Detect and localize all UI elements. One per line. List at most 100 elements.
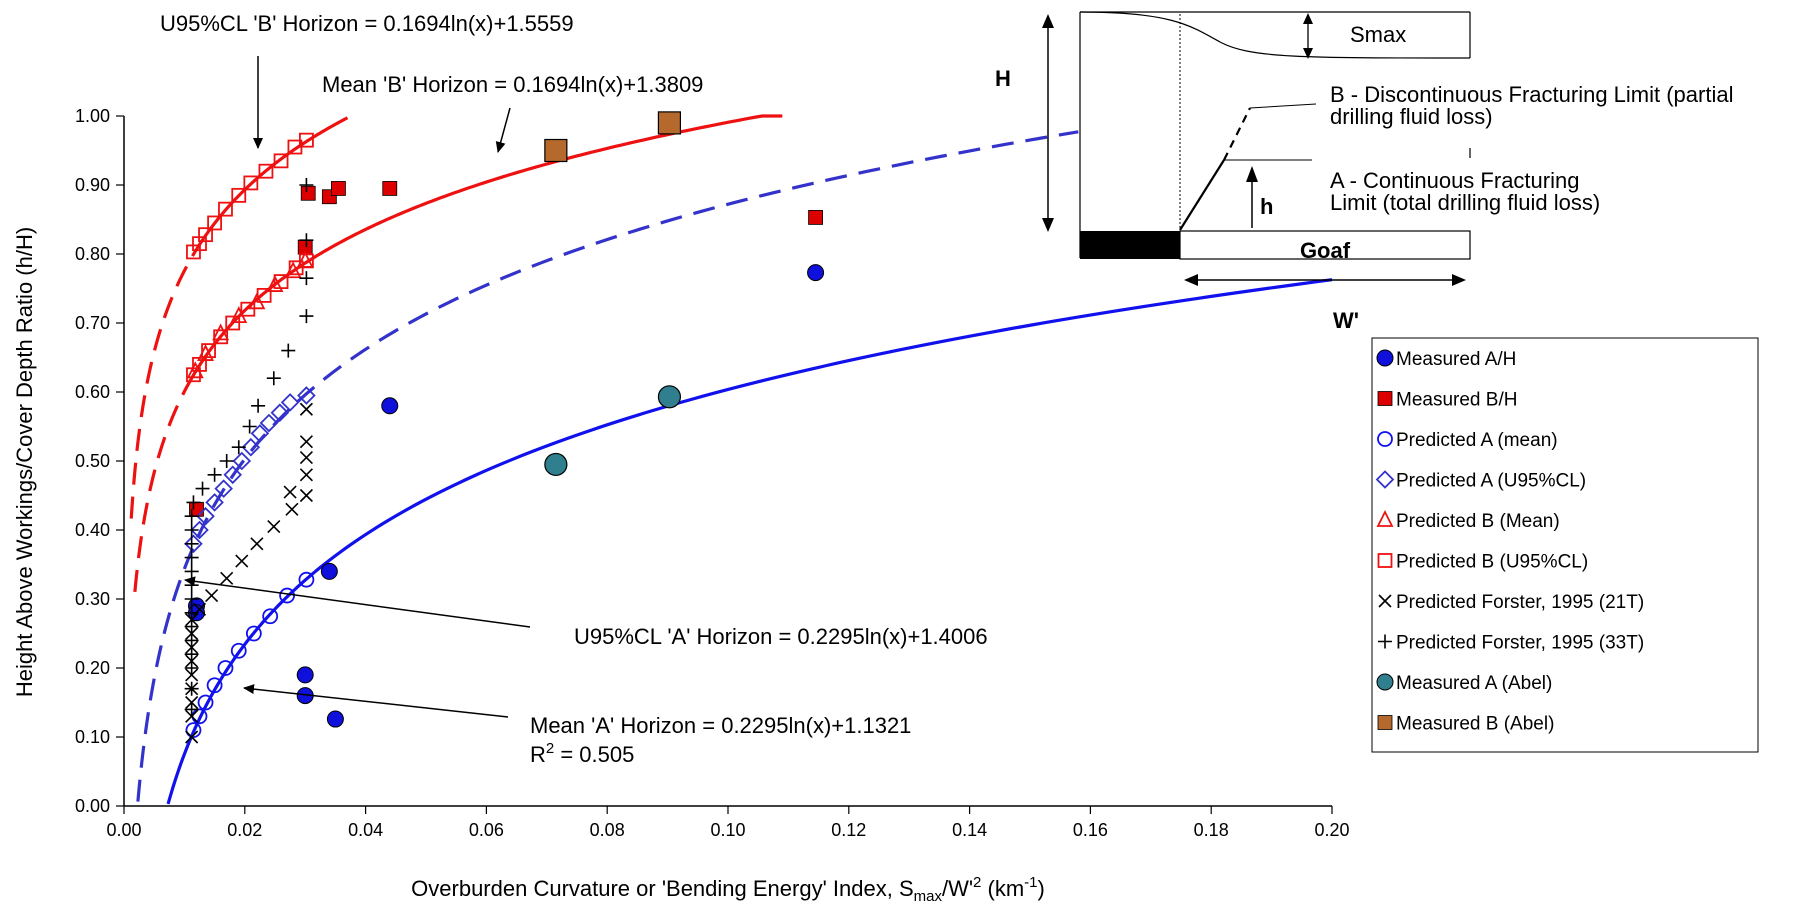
diagram-subsidence-profile xyxy=(1079,11,1471,59)
data-point xyxy=(212,323,230,341)
legend-label: Predicted B (Mean) xyxy=(1396,511,1560,532)
data-point xyxy=(196,506,215,526)
legend-marker xyxy=(1377,715,1393,730)
legend: Measured A/H Measured B/H Predicted A (mea… xyxy=(1371,337,1759,753)
y-tick-label: 0.30 xyxy=(75,589,110,609)
trend-curve-dashed xyxy=(129,248,198,519)
data-point xyxy=(232,451,252,471)
trend-curve-dashed xyxy=(133,379,192,593)
legend-label: Predicted Forster, 1995 (21T) xyxy=(1396,592,1644,613)
diagram-h-label: h xyxy=(1260,194,1273,219)
trend-curve xyxy=(166,278,1333,805)
legend-label: Measured A (Abel) xyxy=(1396,673,1552,694)
x-tick-label: 0.00 xyxy=(106,820,141,840)
data-point xyxy=(184,681,199,696)
x-tick-label: 0.14 xyxy=(952,820,987,840)
data-point xyxy=(320,562,338,580)
x-ticks: 0.00 0.02 0.04 0.06 0.08 0.10 0.12 0.14 0.16 0.18… xyxy=(106,806,1350,840)
data-point xyxy=(299,271,314,286)
data-point xyxy=(184,647,199,662)
data-point xyxy=(243,175,259,191)
data-point xyxy=(241,437,261,457)
data-point xyxy=(184,633,199,648)
data-point xyxy=(280,393,300,412)
data-point xyxy=(297,386,316,405)
data-point xyxy=(217,660,234,676)
annotations: U95%CL 'B' Horizon = 0.1694ln(x)+1.5559 … xyxy=(160,11,988,767)
data-point xyxy=(184,536,199,551)
y-tick-label: 0.10 xyxy=(75,727,110,747)
data-point xyxy=(205,588,219,603)
data-point xyxy=(184,661,199,675)
data-point xyxy=(259,413,279,433)
data-point xyxy=(184,534,203,554)
data-point xyxy=(381,397,399,415)
data-point xyxy=(184,550,199,565)
annotation-mean-b: Mean 'B' Horizon = 0.1694ln(x)+1.3809 xyxy=(322,72,703,97)
legend-marker xyxy=(1376,673,1394,691)
data-point xyxy=(273,153,289,169)
diagram-smax-arrowhead-top xyxy=(1303,13,1313,24)
data-point xyxy=(256,287,272,303)
diagram-goaf xyxy=(1179,230,1471,260)
arrow-u95-a xyxy=(184,576,531,628)
diagram-a-label-1: A - Continuous Fracturing xyxy=(1330,168,1579,193)
data-point xyxy=(184,619,199,634)
y-tick-label: 0.20 xyxy=(75,658,110,678)
data-point xyxy=(190,520,209,540)
data-point xyxy=(258,163,274,179)
legend-marker xyxy=(1377,431,1393,447)
data-point xyxy=(331,181,346,196)
diagram-smax-label: Smax xyxy=(1350,22,1406,47)
y-axis-title: Height Above Workings/Cover Depth Ratio … xyxy=(12,227,37,697)
data-point xyxy=(266,371,281,386)
diagram-h-arrowhead xyxy=(1246,166,1258,182)
legend-label: Measured B/H xyxy=(1396,390,1517,411)
x-tick-label: 0.16 xyxy=(1073,820,1108,840)
legend-label: Predicted A (U95%CL) xyxy=(1396,471,1586,492)
data-point xyxy=(207,215,223,231)
x-tick-label: 0.10 xyxy=(710,820,745,840)
diagram-b-leader xyxy=(1249,103,1317,109)
x-tick-label: 0.12 xyxy=(831,820,866,840)
y-ticks: 0.00 0.10 0.20 0.30 0.40 0.50 0.60 0.70 0.80 0.90… xyxy=(75,106,124,816)
x-tick-label: 0.04 xyxy=(348,820,383,840)
data-point xyxy=(544,138,568,163)
data-point xyxy=(299,309,314,324)
data-point xyxy=(299,178,314,192)
data-point xyxy=(807,264,825,282)
data-point xyxy=(296,666,314,684)
annotation-u95-a: U95%CL 'A' Horizon = 0.2295ln(x)+1.4006 xyxy=(574,624,988,649)
data-point xyxy=(206,677,223,694)
trend-curve xyxy=(189,114,783,382)
diagram-b-label-2: drilling fluid loss) xyxy=(1330,104,1493,129)
annotation-mean-a: Mean 'A' Horizon = 0.2295ln(x)+1.1321 xyxy=(530,713,911,738)
data-point xyxy=(251,398,266,413)
y-tick-label: 0.80 xyxy=(75,244,110,264)
y-tick-label: 0.90 xyxy=(75,175,110,195)
data-point xyxy=(213,329,229,345)
annotation-r2: R2 = 0.505 xyxy=(530,740,634,767)
legend-marker xyxy=(1376,349,1394,367)
legend-marker xyxy=(1378,594,1392,608)
data-point xyxy=(230,642,247,659)
diagram-a-label-2: Limit (total drilling fluid loss) xyxy=(1330,190,1600,215)
data-point xyxy=(382,181,398,196)
data-point xyxy=(300,185,316,201)
data-point xyxy=(184,605,199,620)
legend-label: Measured B (Abel) xyxy=(1396,714,1554,735)
data-point xyxy=(262,608,279,625)
legend-marker xyxy=(1376,509,1394,527)
schematic-diagram: H Smax B - Discontinuous Fracturing Limi… xyxy=(995,11,1733,333)
data-point xyxy=(205,493,224,512)
diagram-H-arrowhead-bottom xyxy=(1042,218,1054,232)
data-points xyxy=(184,111,825,744)
data-point xyxy=(299,233,314,248)
diagram-goaf-label: Goaf xyxy=(1300,238,1351,263)
legend-label: Predicted A (mean) xyxy=(1396,430,1558,451)
data-point xyxy=(808,210,823,225)
y-tick-label: 0.00 xyxy=(75,796,110,816)
x-tick-label: 0.18 xyxy=(1194,820,1229,840)
legend-label: Predicted Forster, 1995 (33T) xyxy=(1396,633,1644,654)
